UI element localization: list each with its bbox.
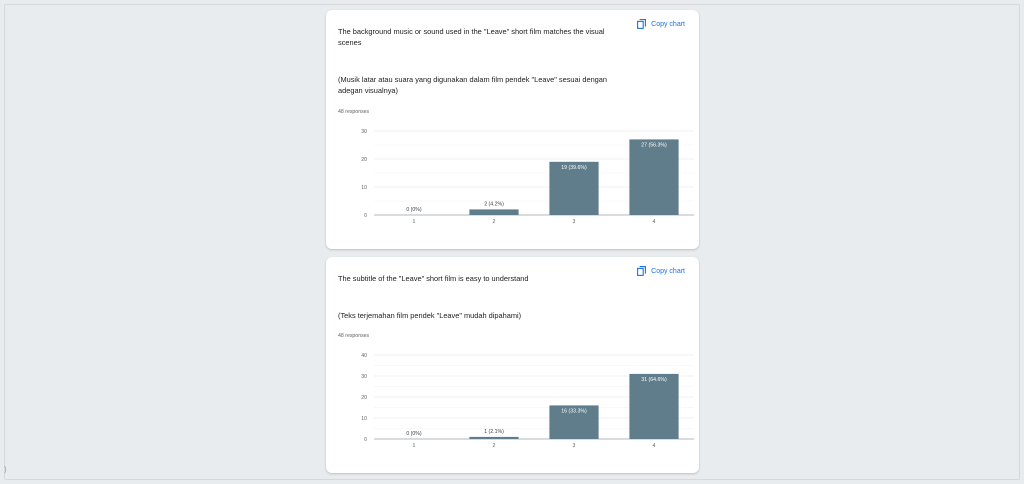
- x-tick-label: 3: [573, 443, 576, 449]
- bar: [469, 209, 519, 215]
- x-tick-label: 2: [493, 219, 496, 225]
- question-translation: (Teks terjemahan film pendek "Leave" mud…: [338, 311, 522, 320]
- bar: [549, 405, 599, 439]
- y-tick-label: 0: [364, 213, 367, 219]
- y-tick-label: 20: [361, 395, 367, 401]
- response-count: 48 responses: [338, 109, 370, 115]
- question-title: The subtitle of the "Leave" short film i…: [338, 274, 529, 283]
- question-translation: (Musik latar atau suara yang digunakan d…: [338, 75, 608, 95]
- copy-chart-button[interactable]: Copy chart: [637, 266, 685, 276]
- copy-icon: [637, 19, 647, 29]
- copy-chart-label: Copy chart: [651, 267, 685, 275]
- data-label: 16 (33.3%): [561, 408, 587, 414]
- y-tick-label: 40: [361, 353, 367, 359]
- bar-chart: 0 10 20 30 40 0 (0%) 1 1 (2.1%) 2 16 (33.3%) 3 31 (…: [361, 353, 694, 449]
- response-count: 48 responses: [338, 333, 370, 339]
- y-tick-label: 10: [361, 185, 367, 191]
- x-tick-label: 3: [573, 219, 576, 225]
- y-tick-label: 0: [364, 437, 367, 443]
- bar: [629, 373, 679, 439]
- y-tick-label: 30: [361, 129, 367, 135]
- data-label: 0 (0%): [406, 207, 422, 213]
- x-tick-label: 4: [653, 443, 656, 449]
- bar: [469, 436, 519, 439]
- copy-chart-button[interactable]: Copy chart: [637, 19, 685, 29]
- bar: [629, 139, 679, 215]
- x-tick-label: 1: [413, 443, 416, 449]
- chart-card-subtitle: Copy chart The subtitle of the "Leave" s…: [326, 257, 699, 473]
- y-tick-label: 30: [361, 374, 367, 380]
- x-tick-label: 4: [653, 219, 656, 225]
- copy-chart-label: Copy chart: [651, 20, 685, 28]
- data-label: 31 (64.6%): [641, 377, 667, 383]
- data-label: 0 (0%): [406, 431, 422, 437]
- chart-card-background-music: Copy chart The background music or sound…: [326, 10, 699, 249]
- data-label: 2 (4.2%): [484, 201, 504, 207]
- data-label: 19 (39.6%): [561, 165, 587, 171]
- data-label: 27 (56.3%): [641, 142, 667, 148]
- bar-chart: 0 10 20 30 0 (0%) 1 2 (4.2%) 2 19 (39.6%) 3 27 (56…: [361, 129, 694, 225]
- bar: [549, 161, 599, 215]
- y-tick-label: 10: [361, 416, 367, 422]
- x-tick-label: 1: [413, 219, 416, 225]
- x-tick-label: 2: [493, 443, 496, 449]
- data-label: 1 (2.1%): [484, 429, 504, 435]
- copy-icon: [637, 266, 647, 276]
- question-title: The background music or sound used in th…: [338, 27, 605, 47]
- scroll-handle-icon[interactable]: ): [4, 465, 7, 474]
- y-tick-label: 20: [361, 157, 367, 163]
